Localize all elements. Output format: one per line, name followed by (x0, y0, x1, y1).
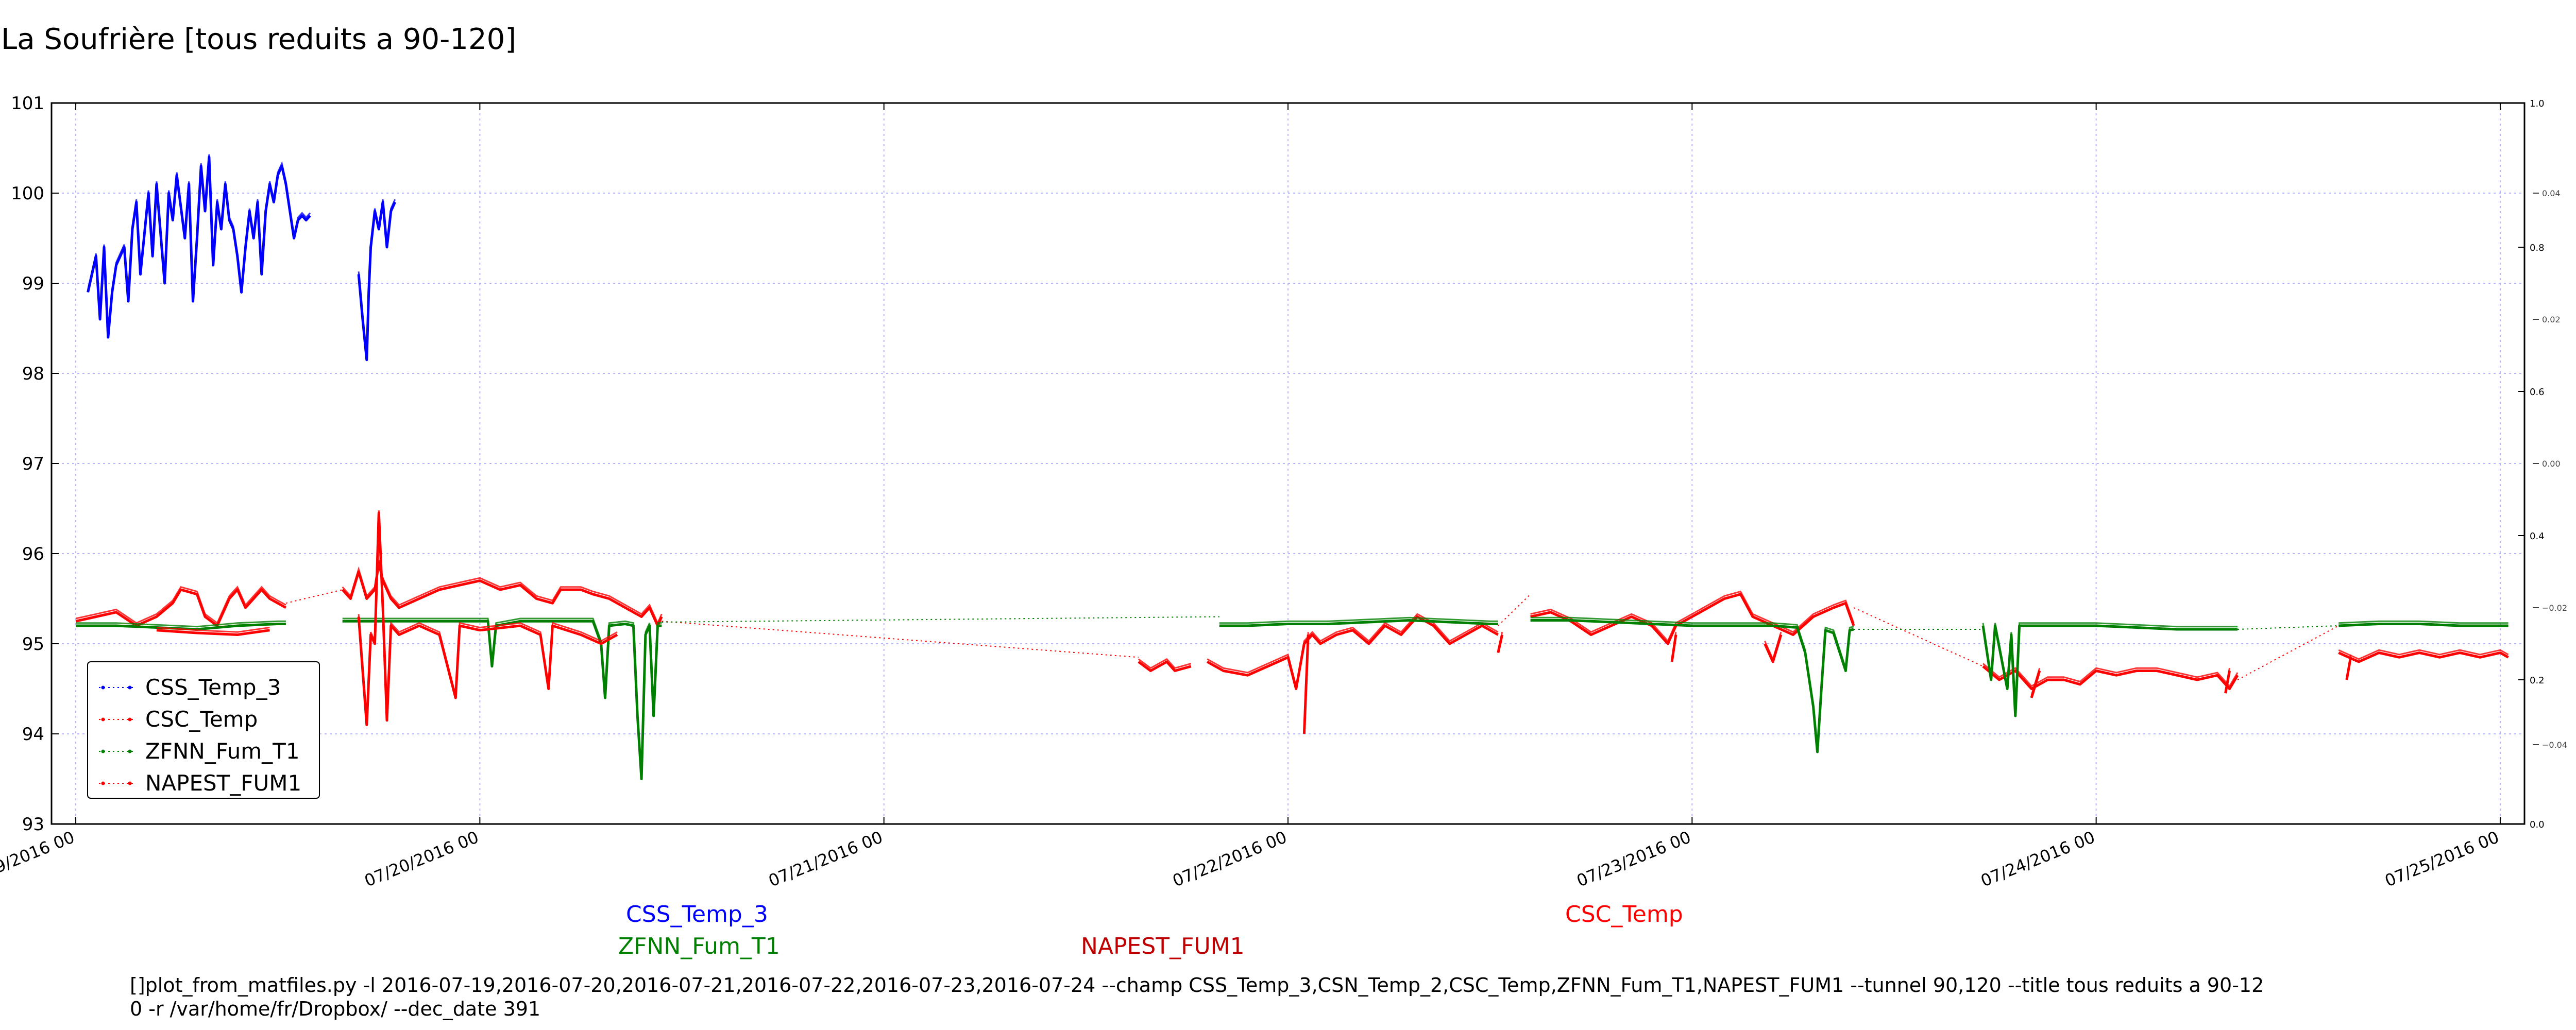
x-tick-label: 07/21/2016 00 (766, 827, 885, 890)
series-connector-csc-temp (1853, 607, 1984, 667)
series-band-zfnn-fum-t1 (1982, 622, 2238, 713)
legend-marker (128, 685, 132, 690)
series-line-csc-temp (1138, 660, 1192, 672)
x-tick-label: 07/23/2016 00 (1574, 827, 1693, 890)
legend-box (87, 661, 320, 799)
series-band-napest-fum1 (358, 510, 618, 723)
series-band-zfnn-fum-t1 (1219, 616, 1498, 624)
series-line-zfnn-fum-t1 (2338, 623, 2509, 627)
series-layer (75, 154, 2509, 780)
y-tick-label: 101 (11, 93, 44, 114)
x-tick-label: 07/20/2016 00 (362, 827, 481, 890)
command-line: []plot_from_matfiles.py -l 2016-07-19,20… (130, 973, 2264, 1021)
chart-title: La Soufrière [tous reduits a 90-120] (1, 23, 517, 56)
y2-tick-label: 0.6 (2530, 387, 2545, 398)
legend: CSS_Temp_3 CSC_Temp ZFNN_Fum_T1 NAPEST_FUM1 (87, 661, 320, 799)
series-band-csc-temp (1138, 658, 1192, 669)
x-tick-label: 07/22/2016 00 (1170, 827, 1290, 890)
legend-label-zfnn-fum-t1: ZFNN_Fum_T1 (145, 739, 300, 764)
series-line-csc-temp (1982, 665, 2239, 690)
series-band-zfnn-fum-t1 (2338, 620, 2509, 624)
y-tick-label: 93 (22, 814, 44, 835)
y-tick-label: 97 (22, 454, 44, 474)
series-band-csc-temp (1530, 590, 1855, 643)
series-line-zfnn-fum-t1 (76, 623, 286, 631)
series-band-napest-fum1 (156, 627, 270, 633)
y2-tick-label: 1.0 (2530, 98, 2545, 109)
series-band-napest-fum1 (1497, 631, 1503, 650)
y-tick-label: 100 (11, 183, 44, 204)
y-tick-label: 99 (22, 273, 44, 294)
series-band-napest-fum1 (2346, 654, 2352, 678)
legend-label-napest-fum1: NAPEST_FUM1 (145, 770, 301, 796)
series-band-css-temp-3 (87, 154, 311, 335)
series-line-napest-fum1 (2030, 670, 2041, 698)
grid (52, 103, 2524, 824)
x-tick-label: 07/19/2016 00 (0, 827, 77, 890)
command-line-1: []plot_from_matfiles.py -l 2016-07-19,20… (130, 974, 2264, 997)
y2-tick-label: 0.2 (2530, 675, 2545, 686)
legend-label-csc-temp: CSC_Temp (145, 707, 258, 732)
legend-label-css-temp-3: CSS_Temp_3 (145, 675, 281, 700)
x-tick-label: 07/24/2016 00 (1978, 827, 2097, 890)
y2-minor-tick-label: 0.02 (2542, 315, 2561, 324)
bottom-label-csc-temp: CSC_Temp (1565, 901, 1683, 928)
series-connector-csc-temp (285, 589, 343, 604)
series-band-csc-temp (342, 559, 663, 625)
series-connector-zfnn-fum-t1 (662, 616, 1219, 623)
y2-minor-tick-label: 0.00 (2542, 459, 2561, 469)
legend-marker (101, 781, 105, 785)
series-band-napest-fum1 (1303, 632, 1309, 731)
series-band-csc-temp (1982, 663, 2239, 688)
y-tick-label: 95 (22, 634, 44, 655)
series-band-css-temp-3 (358, 199, 396, 357)
series-line-csc-temp (1206, 615, 1499, 690)
x-tick-label: 07/25/2016 00 (2382, 827, 2502, 890)
series-band-zfnn-fum-t1 (342, 617, 662, 777)
y-tick-label: 98 (22, 364, 44, 384)
y2-minor-tick-label: −0.04 (2542, 740, 2567, 750)
series-band-napest-fum1 (2030, 667, 2041, 696)
legend-marker (128, 781, 132, 785)
command-line-2: 0 -r /var/home/fr/Dropbox/ --dec_date 39… (130, 998, 541, 1020)
series-connector-csc-temp (1498, 594, 1531, 626)
legend-marker (128, 717, 132, 722)
y2-tick-label: 0.0 (2530, 819, 2545, 830)
legend-marker (101, 717, 105, 722)
series-band-csc-temp (1207, 613, 1499, 686)
y2-tick-label: 0.8 (2530, 243, 2545, 253)
legend-marker (128, 749, 132, 753)
y2-tick-label: 0.4 (2530, 531, 2545, 542)
series-line-zfnn-fum-t1 (1219, 619, 1498, 627)
series-band-napest-fum1 (2225, 667, 2230, 691)
series-connector-csc-temp (662, 621, 1139, 658)
y2-minor-tick-label: −0.02 (2542, 603, 2567, 613)
series-band-napest-fum1 (1764, 631, 1782, 662)
series-band-csc-temp (75, 586, 286, 625)
series-band-napest-fum1 (1671, 632, 1677, 660)
y2-minor-tick-label: 0.04 (2542, 188, 2561, 198)
series-connector-zfnn-fum-t1 (2238, 625, 2339, 630)
legend-marker (101, 749, 105, 753)
series-line-napest-fum1 (156, 629, 270, 636)
series-connector-csc-temp (2237, 625, 2339, 680)
y-tick-label: 96 (22, 544, 44, 564)
y-tick-label: 94 (22, 724, 44, 745)
bottom-label-napest-fum1: NAPEST_FUM1 (1081, 933, 1245, 959)
bottom-label-zfnn-fum-t1: ZFNN_Fum_T1 (618, 933, 780, 959)
series-band-csc-temp (2338, 649, 2509, 660)
series-line-csc-temp (1530, 593, 1855, 645)
series-band-zfnn-fum-t1 (1530, 616, 1854, 749)
series-line-csc-temp (2338, 651, 2509, 663)
legend-marker (101, 685, 105, 690)
bottom-label-css-temp-3: CSS_Temp_3 (626, 901, 768, 928)
series-band-zfnn-fum-t1 (76, 620, 286, 628)
